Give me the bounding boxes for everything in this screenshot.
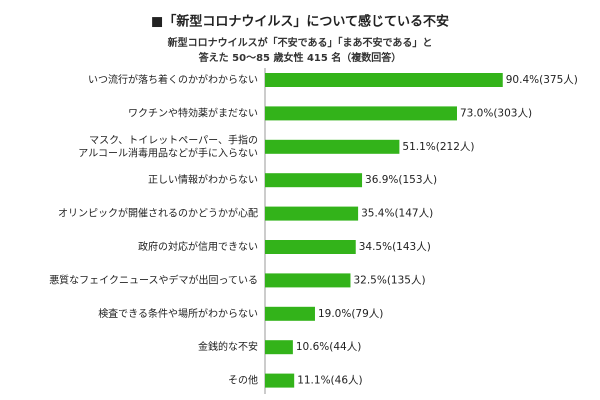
category-label: その他 xyxy=(228,374,258,387)
value-label: 19.0%(79人) xyxy=(318,308,383,320)
category-label: アルコール消毒用品などが手に入らない xyxy=(78,146,258,159)
value-label: 90.4%(375人) xyxy=(506,74,578,86)
bar xyxy=(265,106,457,121)
bar xyxy=(265,173,363,188)
chart-subtitle: 新型コロナウイルスが「不安である」「まあ不安である」と xyxy=(168,36,433,49)
bar xyxy=(265,373,295,388)
value-label: 32.5%(135人) xyxy=(353,274,425,286)
category-label: ワクチンや特効薬がまだない xyxy=(128,106,258,119)
category-label: 政府の対応が信用できない xyxy=(138,240,258,253)
bar xyxy=(265,73,503,87)
bar xyxy=(265,340,293,355)
category-label: マスク、トイレットペーパー、手指の xyxy=(89,133,258,146)
value-label: 51.1%(212人) xyxy=(402,141,474,153)
value-label: 34.5%(143人) xyxy=(359,241,431,253)
bar xyxy=(265,240,356,254)
category-label: 金銭的な不安 xyxy=(198,340,258,353)
value-label: 11.1%(46人) xyxy=(297,375,362,387)
category-label: 検査できる条件や場所がわからない xyxy=(98,307,258,320)
value-label: 35.4%(147人) xyxy=(361,208,433,220)
category-label: オリンピックが開催されるのかどうかが心配 xyxy=(58,207,258,220)
bar xyxy=(265,306,315,321)
category-label: 正しい情報がわからない xyxy=(148,173,258,186)
value-label: 10.6%(44人) xyxy=(296,341,361,353)
value-label: 36.9%(153人) xyxy=(365,174,437,186)
bar xyxy=(265,139,400,154)
value-label: 73.0%(303人) xyxy=(460,107,532,119)
chart-title: ■「新型コロナウイルス」について感じている不安 xyxy=(151,14,449,30)
bar xyxy=(265,206,359,221)
chart-subtitle: 答えた 50～85 歳女性 415 名（複数回答） xyxy=(198,51,402,64)
bar xyxy=(265,273,351,288)
category-label: いつ流行が落ち着くのかがわからない xyxy=(88,73,258,86)
category-label: 悪質なフェイクニュースやデマが出回っている xyxy=(49,273,258,286)
